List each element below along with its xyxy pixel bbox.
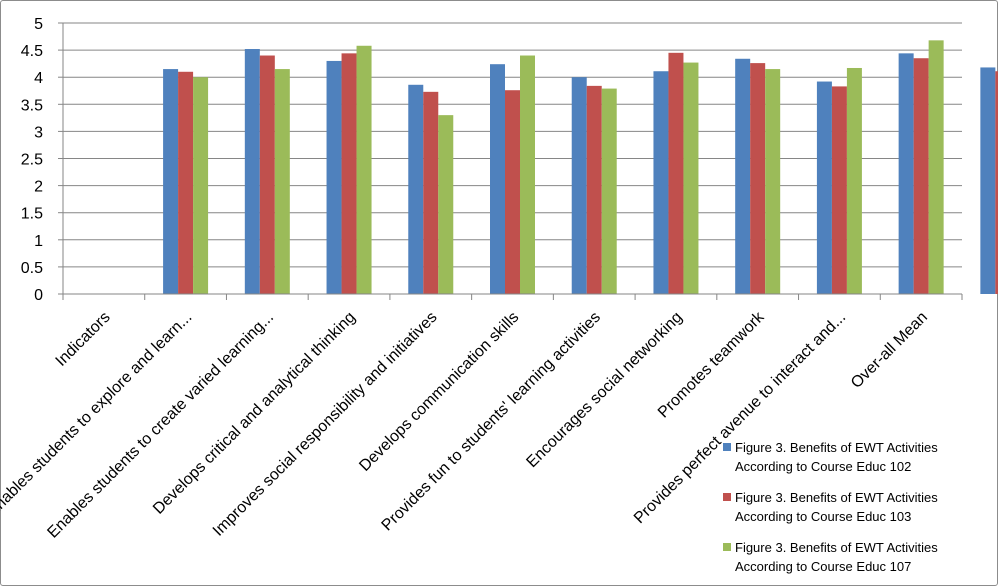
y-tick-label: 3.5 [21, 97, 43, 114]
bar-series-3-cat-1 [193, 77, 209, 294]
bar-series-1-cat-1 [163, 69, 179, 294]
bar-series-2-cat-5 [505, 90, 520, 294]
legend-label: According to Course Educ 103 [735, 509, 911, 524]
bar-series-1-cat-6 [571, 77, 587, 294]
y-tick-label: 3 [34, 124, 43, 141]
bar-series-1-cat-2 [244, 49, 260, 295]
x-category-label: Develops communication skills [356, 309, 522, 475]
bar-series-2-cat-1 [178, 71, 194, 294]
bar-series-3-cat-3 [356, 45, 372, 294]
bar-series-1-cat-11 [980, 67, 996, 294]
x-category-label: Indicators [53, 309, 114, 370]
legend-swatch [723, 543, 731, 551]
bar-series-3-cat-8 [765, 69, 781, 294]
bar-series-2-cat-2 [259, 55, 275, 294]
bar-series-3-cat-7 [683, 62, 699, 294]
legend-swatch [723, 443, 731, 451]
bar-series-1-cat-8 [735, 58, 751, 294]
bar-series-2-cat-7 [668, 52, 684, 295]
bar-series-3-cat-6 [601, 88, 617, 294]
bar-series-2-cat-11 [995, 71, 998, 294]
y-tick-label: 0.5 [21, 260, 43, 277]
legend-label: Figure 3. Benefits of EWT Activities [735, 540, 938, 555]
legend-swatch [723, 493, 731, 501]
bar-series-1-cat-7 [653, 71, 669, 294]
bar-series-2-cat-9 [831, 86, 847, 294]
bar-series-2-cat-4 [423, 91, 439, 294]
legend: Figure 3. Benefits of EWT Activities Acco… [723, 440, 938, 574]
bar-series-1-cat-9 [816, 81, 832, 294]
bar-series-3-cat-4 [438, 115, 454, 294]
bar-series-2-cat-10 [913, 58, 929, 295]
y-tick-label: 1.5 [21, 206, 43, 223]
bars [163, 40, 998, 295]
bar-series-1-cat-5 [490, 64, 505, 294]
bar-series-1-cat-3 [326, 60, 342, 294]
x-category-label: Over-all Mean [848, 309, 931, 392]
legend-label: Figure 3. Benefits of EWT Activities [735, 490, 938, 505]
y-tick-labels: 0 0.5 1 1.5 2 2.5 3 3.5 4 4.5 5 [21, 16, 43, 304]
y-tick-label: 4.5 [21, 43, 43, 60]
y-tick-label: 1 [34, 233, 43, 250]
bar-series-3-cat-5 [520, 55, 535, 294]
y-tick-label: 2 [34, 179, 43, 196]
y-tick-label: 0 [34, 287, 43, 304]
bar-series-2-cat-6 [586, 85, 602, 294]
bar-series-1-cat-4 [408, 84, 424, 295]
bar-series-3-cat-2 [274, 69, 290, 294]
y-tick-label: 4 [34, 70, 43, 87]
y-tick-label: 2.5 [21, 152, 43, 169]
y-tick-label: 5 [34, 16, 43, 33]
legend-label: Figure 3. Benefits of EWT Activities [735, 440, 938, 455]
bar-series-3-cat-9 [846, 67, 862, 295]
legend-label: According to Course Educ 102 [735, 459, 911, 474]
bar-series-3-cat-10 [928, 40, 944, 295]
bar-series-2-cat-8 [750, 63, 766, 294]
legend-label: According to Course Educ 107 [735, 559, 911, 574]
axes [58, 22, 963, 300]
bar-series-2-cat-3 [341, 53, 357, 294]
x-category-label: Encourages social networking [523, 309, 685, 471]
bar-series-1-cat-10 [898, 53, 914, 294]
